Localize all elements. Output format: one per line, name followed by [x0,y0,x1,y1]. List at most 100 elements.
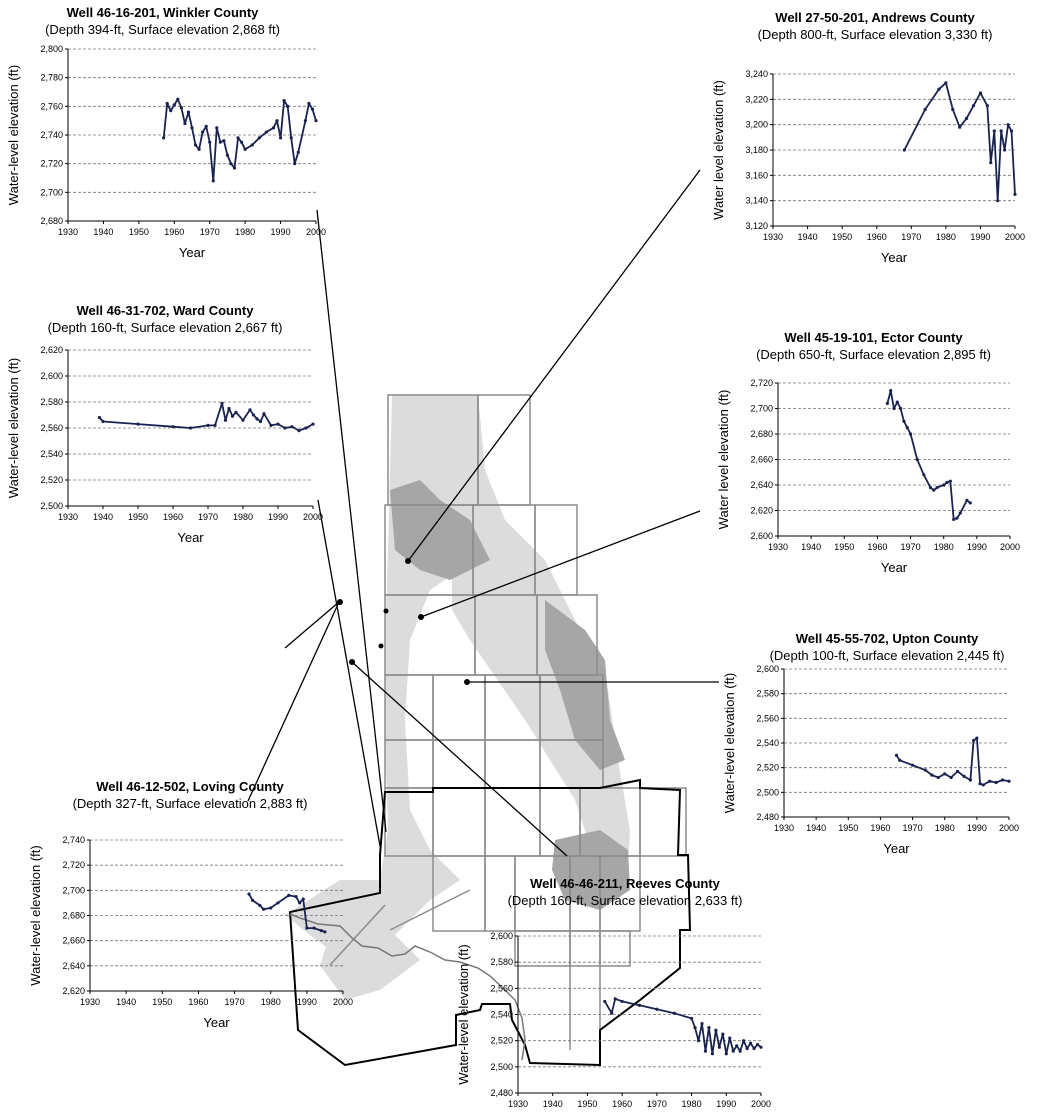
y-tick-label: 3,120 [745,221,768,231]
data-point [234,410,238,414]
series-line [162,98,317,182]
x-axis-label: Year [881,250,908,265]
data-point [958,125,962,129]
data-point [620,999,624,1004]
data-point [193,143,198,147]
y-tick-label: 2,480 [756,812,779,822]
data-point [275,119,279,123]
well-marker-ector [418,614,424,620]
x-tick-label: 1980 [261,997,281,1007]
x-tick-label: 1970 [903,823,923,833]
data-point [923,768,928,772]
y-tick-label: 2,640 [62,961,85,971]
x-tick-label: 1930 [768,542,788,552]
y-tick-label: 2,720 [40,159,63,169]
chart-subtitle: (Depth 327-ft, Surface elevation 2,883 f… [72,796,308,811]
y-tick-label: 2,720 [62,860,85,870]
data-point [293,162,297,166]
data-point [294,895,298,899]
x-tick-label: 1960 [188,997,208,1007]
data-point [936,775,940,780]
y-tick-label: 2,740 [62,835,85,845]
chart-andrews-county: Well 27-50-201, Andrews County (Depth 80… [705,10,1045,265]
data-point [213,423,217,427]
x-tick-label: 1940 [93,227,113,237]
x-axis-label: Year [203,1015,230,1030]
y-tick-label: 2,600 [490,931,513,941]
data-point [176,97,180,101]
x-tick-label: 1980 [935,823,955,833]
series-line [903,82,1016,202]
chart-title: Well 46-16-201, Winkler County [66,5,259,20]
y-tick-label: 2,740 [40,130,63,140]
data-point [162,136,166,140]
chart-plot: 2,480 2,500 2,520 2,540 2,560 2,580 2,600 1930 1… [722,664,1019,856]
y-axis-label: Water-level elevation (ft) [6,358,21,498]
data-point [942,483,946,487]
data-point [240,140,244,144]
y-tick-label: 2,520 [756,763,779,773]
x-tick-label: 1950 [129,227,149,237]
district-boundary [288,778,692,1067]
data-point [971,104,976,108]
y-axis-label: Water-level elevation (ft) [6,65,21,205]
data-point [755,1042,760,1047]
x-tick-label: 1970 [225,997,245,1007]
data-point [898,758,902,762]
data-point [978,91,983,95]
data-point [989,161,993,165]
x-axis-label: Year [626,1117,653,1120]
y-axis-label: Water-level elevation (ft) [722,673,737,813]
chart-subtitle: (Depth 394-ft, Surface elevation 2,868 f… [45,22,280,37]
data-point [717,1045,721,1049]
data-point [738,1049,742,1053]
data-point [700,1022,704,1026]
x-tick-label: 2000 [1005,232,1025,242]
data-point [269,906,273,910]
data-point [310,107,315,111]
data-point [278,136,283,140]
data-point [892,406,896,411]
x-tick-label: 1990 [967,823,987,833]
well-marker-winkler [383,608,389,614]
data-point [307,101,311,106]
data-point [742,1039,746,1043]
chart-plot: 2,500 2,520 2,540 2,560 2,580 2,600 2,620 1930 1… [6,345,323,545]
y-tick-label: 2,500 [40,501,63,511]
x-tick-label: 2000 [333,997,353,1007]
data-point [932,488,936,492]
y-axis-label: Water level elevation (ft) [711,80,726,220]
data-point [972,738,976,743]
data-point [935,485,939,490]
data-point [230,414,235,418]
y-tick-label: 2,580 [756,689,779,699]
data-point [693,1025,697,1030]
data-point [1007,779,1011,783]
data-point [201,130,205,134]
x-tick-label: 1990 [716,1099,736,1109]
y-tick-label: 2,760 [40,101,63,111]
x-tick-label: 1980 [235,227,255,237]
data-point [271,126,276,130]
data-point [724,1052,728,1056]
data-point [943,772,947,776]
data-point [251,413,256,417]
series-line [604,997,762,1055]
data-point [262,412,266,416]
chart-plot: 2,680 2,700 2,720 2,740 2,760 2,780 2,800 1930 1… [6,44,326,260]
x-tick-label: 1960 [612,1099,632,1109]
chart-winkler-county: Well 46-16-201, Winkler County (Depth 39… [0,5,326,265]
x-tick-label: 1970 [647,1099,667,1109]
y-tick-label: 2,700 [40,187,63,197]
y-tick-label: 2,700 [750,404,773,414]
data-point [251,898,255,902]
data-point [962,774,966,778]
data-point [610,1011,614,1015]
data-point [269,423,273,427]
x-tick-label: 2000 [306,227,326,237]
data-point [975,736,979,740]
chart-title: Well 45-55-702, Upton County [795,631,979,646]
x-tick-label: 1930 [774,823,794,833]
data-point [204,124,208,128]
series-line [248,893,326,933]
